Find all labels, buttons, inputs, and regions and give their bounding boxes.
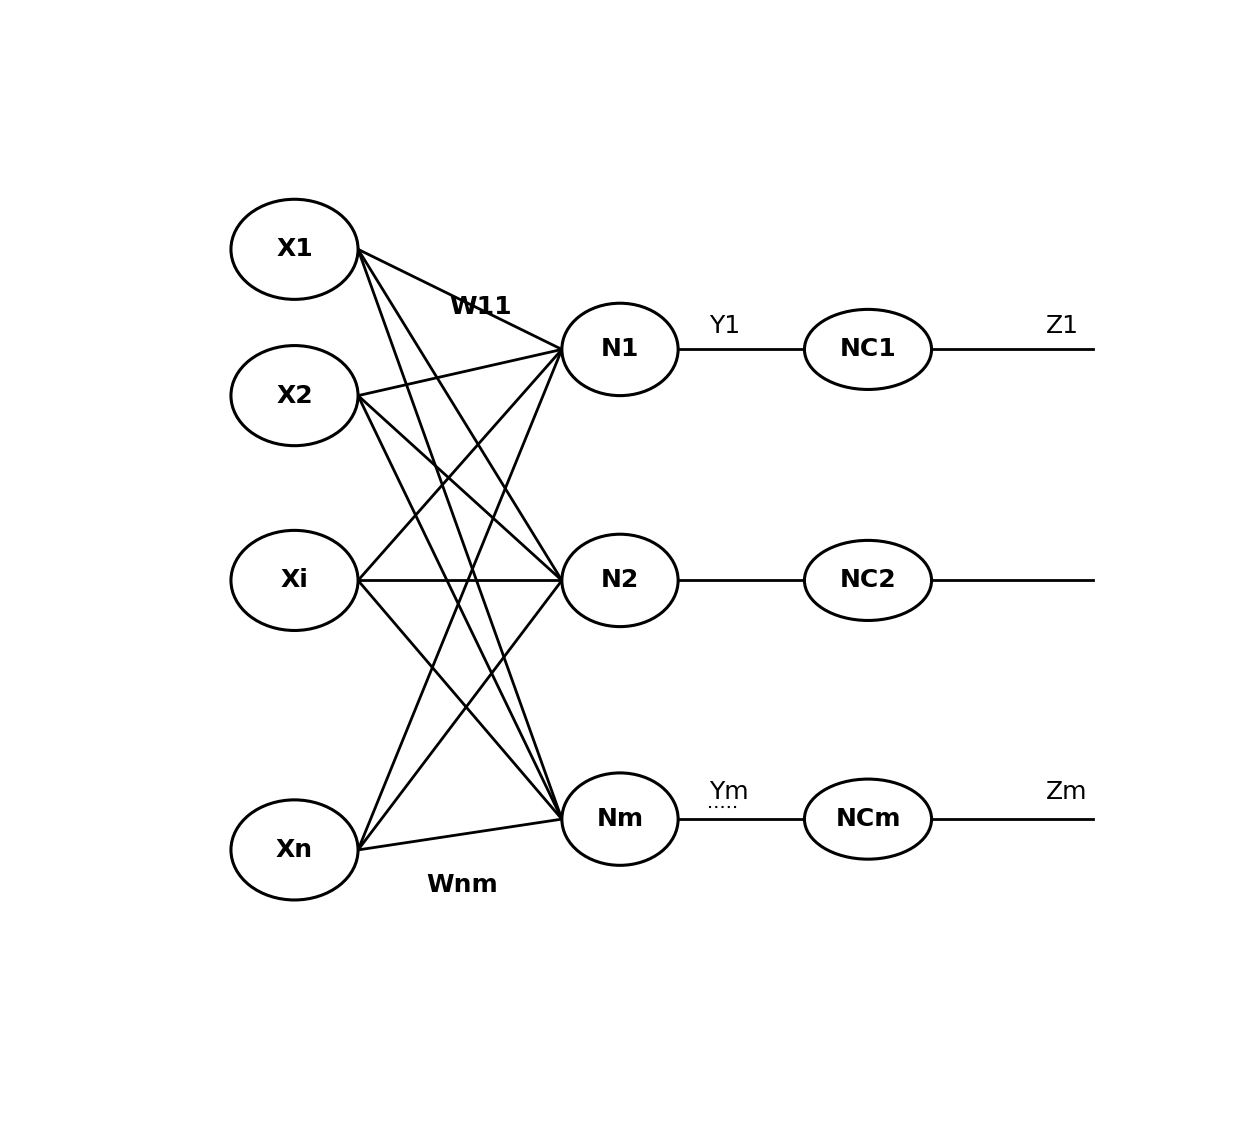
Text: X1: X1 (277, 237, 312, 262)
Text: Xn: Xn (277, 838, 312, 862)
Text: Wnm: Wnm (427, 873, 498, 897)
Ellipse shape (562, 535, 678, 627)
Ellipse shape (231, 345, 358, 446)
Text: Zm: Zm (1047, 779, 1087, 804)
Ellipse shape (231, 800, 358, 900)
Text: NC2: NC2 (839, 569, 897, 592)
Ellipse shape (805, 540, 931, 620)
Text: W11: W11 (449, 296, 512, 319)
Text: NCm: NCm (836, 808, 900, 831)
Text: Xi: Xi (280, 569, 309, 592)
Text: N2: N2 (601, 569, 639, 592)
Text: X2: X2 (277, 384, 312, 407)
Ellipse shape (805, 309, 931, 389)
Ellipse shape (805, 779, 931, 860)
Ellipse shape (562, 303, 678, 396)
Ellipse shape (231, 200, 358, 299)
Ellipse shape (562, 773, 678, 865)
Text: NC1: NC1 (839, 337, 897, 361)
Text: Nm: Nm (596, 808, 644, 831)
Ellipse shape (231, 530, 358, 631)
Text: Y1: Y1 (709, 314, 740, 338)
Text: N1: N1 (601, 337, 639, 361)
Text: Ym: Ym (709, 779, 749, 804)
Text: Z1: Z1 (1047, 314, 1079, 338)
